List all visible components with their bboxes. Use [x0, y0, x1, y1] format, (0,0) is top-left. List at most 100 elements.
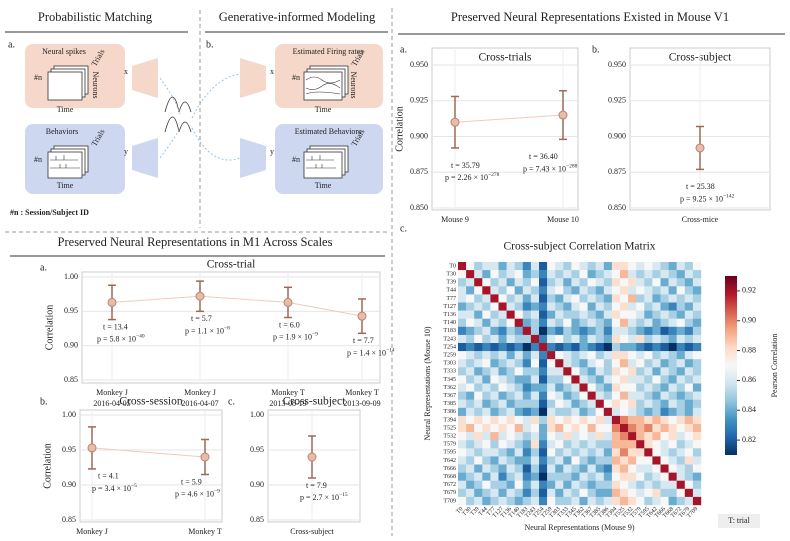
heat-cell	[490, 351, 499, 360]
heat-cell	[490, 488, 499, 498]
panel-letter: a.	[40, 262, 47, 273]
heat-cell	[620, 367, 629, 376]
heat-cell	[660, 456, 669, 465]
heat-cell	[620, 440, 629, 449]
heat-cell	[571, 294, 580, 303]
heat-cell	[620, 488, 629, 498]
heat-cell	[692, 270, 702, 279]
heat-cell	[692, 496, 702, 506]
heat-cell	[506, 326, 515, 336]
heat-cell	[636, 294, 645, 303]
heat-cell	[611, 262, 621, 271]
heat-cell	[595, 278, 604, 287]
heat-cell	[587, 278, 596, 287]
y-tick-label: 0.900	[410, 131, 428, 140]
heat-cell	[539, 351, 548, 360]
heat-cell	[490, 383, 499, 392]
heat-cell	[587, 424, 596, 433]
panel-letter: c.	[400, 223, 407, 234]
heat-cell	[458, 326, 467, 336]
heat-cell	[466, 359, 475, 368]
heat-cell	[522, 407, 532, 417]
heat-cell	[522, 310, 532, 319]
heat-cell	[458, 270, 467, 279]
heat-cell	[555, 424, 564, 433]
heat-cell	[620, 424, 629, 433]
heat-cell	[466, 440, 475, 449]
session-label: #n	[292, 155, 300, 164]
heat-cell	[644, 334, 653, 344]
heat-cell	[684, 343, 694, 352]
heat-cell	[547, 464, 556, 473]
heat-cell	[530, 375, 540, 384]
heat-cell	[587, 496, 596, 506]
heat-cell	[644, 359, 653, 368]
heat-cell	[563, 383, 572, 392]
heat-cell	[498, 359, 507, 368]
heat-cell	[692, 383, 702, 392]
annotation-p-exp: −9	[214, 489, 220, 495]
heat-cell	[636, 351, 645, 360]
heat-cell	[506, 294, 515, 303]
heat-cell	[474, 318, 483, 327]
annotation-p-base: p = 4.6 × 10	[175, 489, 214, 498]
heat-cell	[522, 343, 532, 352]
heat-cell	[692, 310, 702, 319]
heat-cell	[571, 399, 580, 408]
heat-cell	[644, 294, 653, 303]
heat-cell	[628, 456, 637, 465]
var-label: y	[270, 147, 274, 156]
heat-cell	[539, 399, 548, 408]
heat-cell	[611, 488, 621, 498]
heat-cell	[644, 302, 653, 311]
heat-cell	[692, 391, 702, 400]
heat-cell	[482, 302, 491, 311]
heat-cell	[676, 407, 685, 417]
heat-cell	[692, 318, 702, 327]
legend-note: #n : Session/Subject ID	[10, 208, 89, 217]
x-axis-label: Neural Representations (Mouse 9)	[525, 523, 635, 532]
heat-cell	[555, 334, 564, 344]
heat-cell	[474, 359, 483, 368]
plot-frame	[79, 409, 223, 523]
heat-cell	[547, 496, 556, 506]
heat-cell	[498, 375, 507, 384]
heat-cell	[595, 367, 604, 376]
heat-cell	[595, 472, 604, 481]
heat-cell	[692, 278, 702, 287]
heat-cell	[506, 472, 515, 481]
heat-cell	[628, 464, 637, 473]
annotation-p: p = 4.6 × 10−9	[175, 489, 220, 499]
heat-cell	[474, 391, 483, 400]
heat-cell	[490, 310, 499, 319]
point	[283, 297, 293, 307]
heat-cell	[628, 286, 637, 295]
heat-cell	[668, 326, 677, 336]
heat-cell	[490, 464, 499, 473]
heat-cell	[628, 432, 637, 441]
heat-cell	[514, 343, 523, 352]
heat-cell	[652, 488, 661, 498]
heat-cell	[579, 480, 588, 489]
heat-cell	[652, 375, 661, 384]
heat-cell	[595, 432, 604, 441]
heat-cell	[668, 334, 677, 344]
heat-cell	[579, 496, 588, 506]
annotation-p-exp: −14	[386, 348, 395, 354]
heat-cell	[636, 415, 645, 425]
heat-cell	[636, 432, 645, 441]
heat-cell	[652, 383, 661, 392]
heat-cell	[539, 432, 548, 441]
annotation-p-base: p = 2.26 × 10	[445, 173, 488, 182]
heat-cell	[684, 488, 694, 498]
heat-cell	[620, 286, 629, 295]
heat-cell	[644, 326, 653, 336]
heat-cell	[498, 440, 507, 449]
heat-cell	[595, 464, 604, 473]
y-tick-label: T525	[443, 425, 456, 431]
heat-cell	[458, 456, 467, 465]
heat-cell	[579, 318, 588, 327]
heat-cell	[636, 399, 645, 408]
box-label: Estimated Firing rates	[293, 47, 364, 56]
x-tick-label: 2016-04-05	[93, 399, 130, 408]
